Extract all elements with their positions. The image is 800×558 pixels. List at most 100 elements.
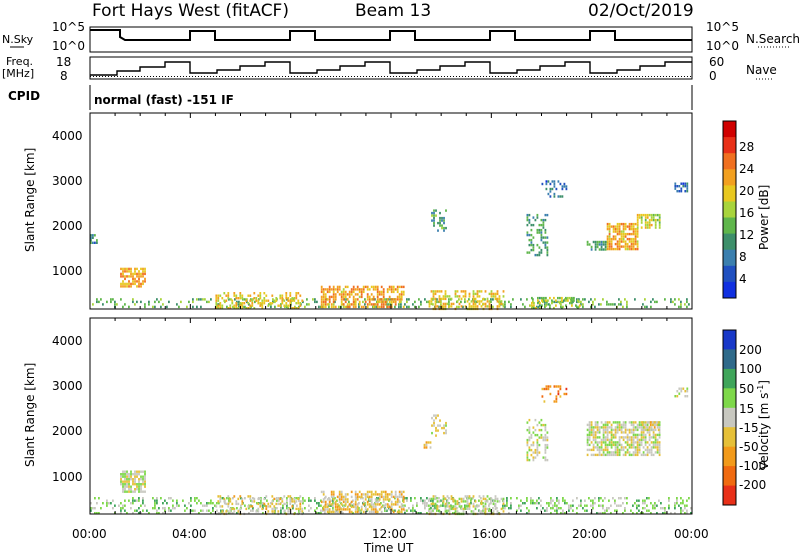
rti-cell-0-1 <box>219 294 222 297</box>
rti-cell-0-10 <box>634 232 637 236</box>
rti-cell-0-0 <box>200 298 202 301</box>
rti-cell-1-4 <box>130 475 132 478</box>
rti-cell-0-2 <box>324 288 327 291</box>
rti-cell-1-0 <box>680 509 682 512</box>
rti-cell-1-0 <box>556 504 558 507</box>
xtick-0800: 08:00 <box>272 527 307 541</box>
rti-cell-0-10 <box>626 232 629 236</box>
rti-cell-1-3 <box>444 502 447 506</box>
rti-cell-1-3 <box>452 500 455 503</box>
rti-cell-1-8 <box>610 451 613 454</box>
rti-cell-1-4 <box>130 473 132 476</box>
rti-cell-1-2 <box>332 495 335 499</box>
rti-cell-0-2 <box>382 300 385 304</box>
rti-cell-1-0 <box>606 509 608 512</box>
rti-cell-0-8 <box>540 233 543 237</box>
rti-cell-0-3 <box>494 292 497 296</box>
rti-cell-1-2 <box>344 498 347 501</box>
rti-cell-0-6 <box>90 236 92 239</box>
rti-cell-1-1 <box>291 505 294 508</box>
rti-cell-0-11 <box>658 226 661 229</box>
rti-cell-0-10 <box>628 237 631 241</box>
rti-cell-1-8 <box>628 451 631 454</box>
rti-cell-0-0 <box>384 298 386 301</box>
rti-cell-0-0 <box>132 298 134 301</box>
rti-cell-0-0 <box>206 300 208 304</box>
rti-cell-0-10 <box>608 245 611 248</box>
rti-cell-0-0 <box>306 298 308 301</box>
rti-cell-1-0 <box>94 512 96 515</box>
rti-cell-1-2 <box>332 490 335 494</box>
rti-cell-1-4 <box>126 483 128 486</box>
rti-cell-0-10 <box>606 235 609 238</box>
rti-cell-1-0 <box>516 509 518 512</box>
rti-cell-1-8 <box>628 446 631 449</box>
rti-cell-1-0 <box>178 504 180 507</box>
rti-cell-1-0 <box>558 499 560 502</box>
rti-cell-1-8 <box>642 431 645 434</box>
rti-cell-1-0 <box>206 504 208 507</box>
rti-cell-1-0 <box>644 502 646 505</box>
rti-cell-1-10 <box>676 390 679 393</box>
rti-cell-0-8 <box>536 228 539 232</box>
rti-cell-1-0 <box>286 507 288 510</box>
rti-cell-1-8 <box>604 448 607 452</box>
rti-cell-0-0 <box>680 303 682 306</box>
rti-cell-1-1 <box>299 510 302 513</box>
rti-cell-1-8 <box>612 451 615 454</box>
rti-cell-1-1 <box>217 495 220 498</box>
nave-label: Nave <box>746 63 777 77</box>
rti-cell-0-10 <box>634 242 637 246</box>
rti-cell-1-0 <box>274 512 276 515</box>
rti-cell-0-0 <box>374 298 376 301</box>
rti-cell-1-0 <box>602 507 604 510</box>
rti-cell-0-1 <box>215 302 218 305</box>
rti-cell-1-7 <box>544 423 547 427</box>
rti-cell-0-0 <box>112 298 114 301</box>
rti-cell-1-8 <box>604 423 607 427</box>
rti-cell-0-13 <box>559 182 562 186</box>
rti-cell-0-9 <box>604 245 607 249</box>
rti-cell-0-5 <box>122 272 124 276</box>
rti-cell-0-2 <box>320 305 323 309</box>
rti-cell-1-1 <box>281 500 284 503</box>
rti-cell-1-0 <box>530 497 532 500</box>
rti-cell-1-7 <box>536 448 539 452</box>
rti-cell-1-2 <box>364 505 367 509</box>
rti-cell-1-8 <box>590 431 593 434</box>
rti-cell-1-3 <box>484 502 487 506</box>
rti-cell-1-3 <box>464 500 467 503</box>
rti-cell-1-0 <box>522 502 524 505</box>
rti-cell-0-0 <box>274 305 276 309</box>
rti-cell-1-8 <box>592 428 595 432</box>
rti-cell-0-8 <box>528 238 531 242</box>
rti-cell-1-0 <box>136 509 138 512</box>
rti-cell-1-0 <box>690 507 692 510</box>
rti-cell-1-3 <box>466 507 469 511</box>
rti-cell-1-11 <box>557 392 560 396</box>
rti-cell-1-0 <box>424 499 426 502</box>
rti-cell-1-0 <box>590 512 592 515</box>
rti-cell-0-10 <box>608 232 611 236</box>
rti-cell-0-2 <box>322 293 325 296</box>
rti-cell-0-1 <box>219 307 222 310</box>
rti-cell-0-5 <box>128 275 130 278</box>
rti-cell-1-0 <box>344 504 346 507</box>
power-colorbar-label: Power [dB] <box>757 185 771 250</box>
rti-cell-0-4 <box>577 299 579 302</box>
rti-cell-0-1 <box>253 307 256 310</box>
rti-cell-1-0 <box>526 499 528 502</box>
rti-cell-1-9 <box>641 421 644 424</box>
rti-cell-0-1 <box>247 294 250 297</box>
rti-cell-1-4 <box>140 470 142 473</box>
rti-cell-0-0 <box>286 305 288 309</box>
rti-cell-1-8 <box>654 438 657 442</box>
rti-cell-1-1 <box>279 497 282 501</box>
rti-cell-0-8 <box>528 213 531 217</box>
rti-cell-1-8 <box>608 453 611 457</box>
rti-cell-1-0 <box>360 509 362 512</box>
colorbar-swatch-1-1 <box>723 349 736 370</box>
rti-cell-1-0 <box>380 507 382 510</box>
rti-cell-1-7 <box>544 438 547 442</box>
rti-cell-1-0 <box>644 507 646 510</box>
